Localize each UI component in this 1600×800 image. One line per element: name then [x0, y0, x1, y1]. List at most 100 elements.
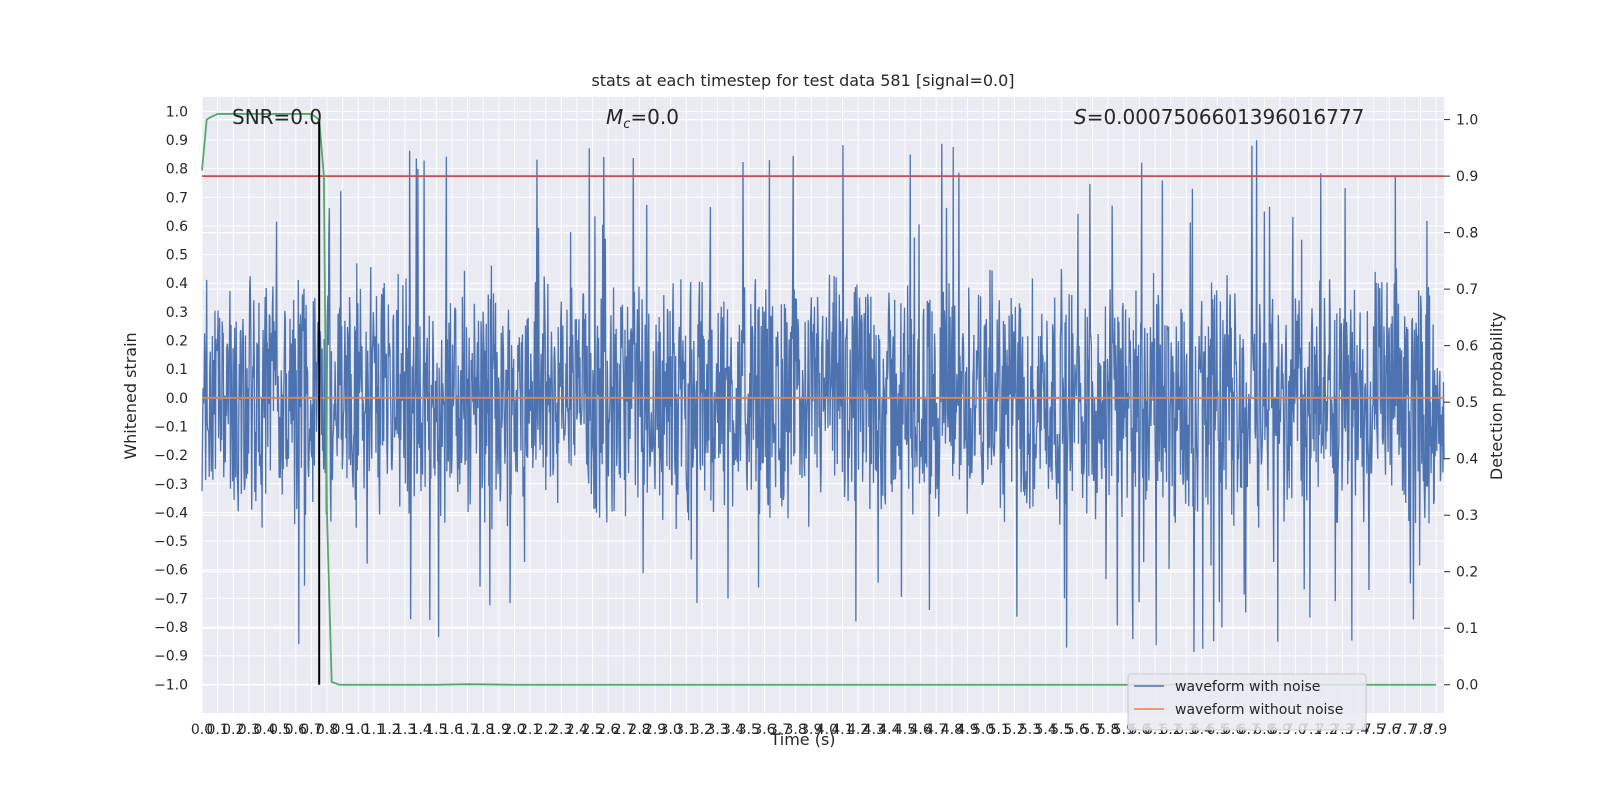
x-tick-label: 5.0 [972, 722, 994, 738]
y2-tick-label: 0.6 [1456, 339, 1478, 355]
x-axis-label: Time (s) [769, 730, 835, 749]
y-tick-label: 0.6 [166, 219, 188, 235]
x-tick-label: 7.5 [1363, 722, 1385, 738]
legend-box [1127, 673, 1367, 731]
y2-tick-label: 0.5 [1456, 395, 1478, 411]
y-tick-label: −0.8 [154, 620, 188, 636]
x-tick-label: 2.5 [581, 722, 603, 738]
chart-title: stats at each timestep for test data 581… [591, 71, 1014, 90]
x-tick-label: 3.5 [738, 722, 760, 738]
x-tick-label: 1.6 [441, 722, 463, 738]
x-tick-label: 5.7 [1081, 722, 1103, 738]
waveform-with-noise-line [201, 140, 1445, 653]
x-tick-label: 1.8 [472, 722, 494, 738]
x-tick-label: 5.6 [1066, 722, 1088, 738]
x-tick-label: 4.5 [894, 722, 916, 738]
x-tick-label: 0.3 [238, 722, 260, 738]
x-tick-label: 3.7 [769, 722, 791, 738]
x-tick-label: 2.2 [535, 722, 557, 738]
legend-label-noise: waveform with noise [1175, 679, 1320, 695]
x-tick-label: 4.1 [831, 722, 853, 738]
y2-tick-label: 0.3 [1456, 508, 1478, 524]
x-tick-label: 7.9 [1425, 722, 1447, 738]
x-tick-label: 4.3 [863, 722, 885, 738]
x-tick-label: 7.7 [1394, 722, 1416, 738]
x-tick-label: 3.1 [675, 722, 697, 738]
y2-tick-label: 0.7 [1456, 282, 1478, 298]
x-tick-label: 3.3 [706, 722, 728, 738]
x-tick-label: 0.8 [316, 722, 338, 738]
x-tick-label: 3.6 [753, 722, 775, 738]
x-tick-label: 3.8 [785, 722, 807, 738]
y-axis-label: Whitened strain [121, 332, 140, 459]
x-tick-label: 3.0 [660, 722, 682, 738]
x-tick-label: 1.9 [488, 722, 510, 738]
y-tick-label: −0.6 [154, 563, 188, 579]
y-tick-label: −0.9 [154, 649, 188, 665]
y2-tick-label: 0.8 [1456, 226, 1478, 242]
x-tick-label: 5.8 [1097, 722, 1119, 738]
y-tick-label: 0.3 [166, 305, 188, 321]
s-annotation: S=0.0007506601396016777 [1074, 105, 1364, 129]
y-tick-label: 0.9 [166, 133, 188, 149]
y2-tick-label: 0.9 [1456, 169, 1478, 185]
mc-annotation: Mc=0.0 [606, 105, 679, 132]
x-tick-label: 5.5 [1050, 722, 1072, 738]
x-tick-label: 2.7 [613, 722, 635, 738]
y-tick-label: 1.0 [166, 104, 188, 120]
x-tick-label: 5.4 [1034, 722, 1056, 738]
y-tick-label: 0.4 [166, 276, 188, 292]
series-waveform-with-noise [201, 140, 1445, 653]
y-tick-label: −0.7 [154, 591, 188, 607]
x-tick-label: 0.0 [191, 722, 213, 738]
overlays [201, 113, 1444, 686]
x-axis-ticks: 0.00.10.20.30.40.50.60.70.80.91.01.11.21… [191, 722, 1447, 738]
x-tick-label: 0.6 [285, 722, 307, 738]
x-tick-label: 0.1 [206, 722, 228, 738]
legend-label-clean: waveform without noise [1175, 702, 1343, 718]
x-tick-label: 4.7 [925, 722, 947, 738]
s-value: =0.0007506601396016777 [1087, 105, 1365, 129]
x-tick-label: 5.2 [1003, 722, 1025, 738]
x-tick-label: 3.2 [691, 722, 713, 738]
y-tick-label: 0.2 [166, 334, 188, 350]
x-tick-label: 2.0 [503, 722, 525, 738]
y2-tick-label: 0.0 [1456, 678, 1478, 694]
snr-annotation: SNR=0.0 [232, 105, 322, 129]
x-tick-label: 2.9 [644, 722, 666, 738]
y2-tick-label: 0.4 [1456, 452, 1478, 468]
y-tick-label: 0.7 [166, 190, 188, 206]
x-tick-label: 0.7 [300, 722, 322, 738]
y-tick-label: −0.2 [154, 448, 188, 464]
y2-axis-ticks: 1.0 0.9 0.8 0.7 0.6 0.5 0.4 0.3 0.2 0.1 0.0 [1444, 113, 1478, 694]
x-tick-label: 3.9 [800, 722, 822, 738]
y-tick-label: −0.3 [154, 477, 188, 493]
x-tick-label: 2.8 [628, 722, 650, 738]
x-tick-label: 3.4 [722, 722, 744, 738]
y2-axis-label: Detection probability [1487, 312, 1506, 480]
y2-tick-label: 1.0 [1456, 113, 1478, 129]
x-tick-label: 2.6 [597, 722, 619, 738]
mc-symbol: M [606, 105, 623, 129]
y-tick-label: −0.4 [154, 505, 188, 521]
x-tick-label: 4.9 [956, 722, 978, 738]
x-tick-label: 2.1 [519, 722, 541, 738]
y-tick-label: 0.8 [166, 162, 188, 178]
y-tick-label: −0.5 [154, 534, 188, 550]
y-tick-label: 0.1 [166, 362, 188, 378]
s-symbol: S [1074, 105, 1087, 129]
x-tick-label: 1.0 [347, 722, 369, 738]
x-tick-label: 1.1 [363, 722, 385, 738]
x-tick-label: 4.6 [910, 722, 932, 738]
y-tick-label: −1.0 [154, 677, 188, 693]
x-tick-label: 1.4 [410, 722, 432, 738]
y-tick-label: 0.5 [166, 248, 188, 264]
x-tick-label: 4.4 [878, 722, 900, 738]
x-tick-label: 4.2 [847, 722, 869, 738]
x-tick-label: 4.8 [941, 722, 963, 738]
x-tick-label: 2.3 [550, 722, 572, 738]
x-tick-label: 0.2 [222, 722, 244, 738]
x-tick-label: 0.9 [331, 722, 353, 738]
x-tick-label: 4.0 [816, 722, 838, 738]
